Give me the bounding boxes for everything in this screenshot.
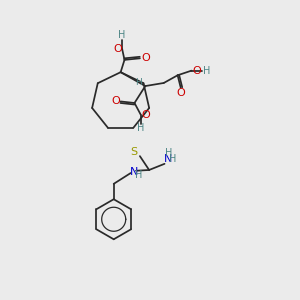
Text: O: O	[176, 88, 185, 98]
Text: H: H	[137, 123, 144, 134]
Text: H: H	[135, 170, 143, 180]
Text: H: H	[169, 154, 177, 164]
Text: O: O	[142, 110, 150, 119]
Text: H: H	[135, 78, 142, 87]
Text: O: O	[193, 66, 201, 76]
Text: N: N	[130, 167, 138, 176]
Text: O: O	[141, 53, 150, 63]
Text: O: O	[113, 44, 122, 54]
Text: H: H	[165, 148, 172, 158]
Text: N: N	[164, 154, 172, 164]
Text: H: H	[203, 66, 211, 76]
Text: O: O	[111, 96, 120, 106]
Text: S: S	[130, 147, 137, 157]
Text: H: H	[118, 30, 126, 40]
